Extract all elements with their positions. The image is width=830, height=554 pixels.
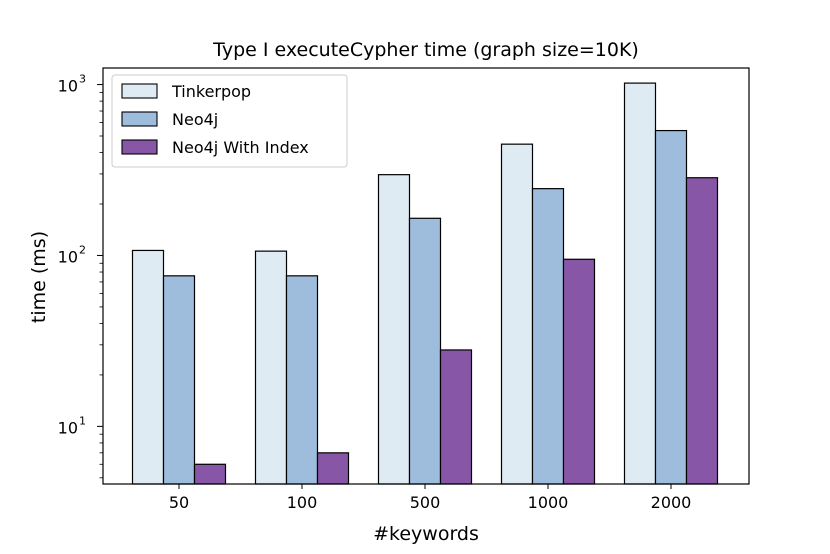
plot-frame: [102, 67, 750, 485]
y-tick-label-exponent: 2: [79, 243, 86, 256]
legend-label: Tinkerpop: [171, 82, 251, 101]
bar-neo4j-1000: [531, 188, 565, 485]
y-axis-label: time (ms): [28, 231, 50, 323]
bar-neo4j-with-index-50: [193, 463, 227, 485]
x-tick-label: 100: [287, 493, 318, 512]
x-tick-label: 50: [169, 493, 189, 512]
y-tick-label: 10: [58, 77, 78, 96]
legend-swatch: [121, 139, 158, 155]
bar-neo4j-with-index-2000: [685, 177, 719, 485]
bar-neo4j-with-index-1000: [562, 258, 596, 485]
legend-swatch: [121, 83, 158, 99]
bars-group: [131, 82, 719, 485]
bar-tinkerpop-100: [254, 250, 288, 485]
chart-title: Type I executeCypher time (graph size=10…: [212, 39, 639, 61]
x-tick-label: 1000: [528, 493, 569, 512]
bar-neo4j-50: [162, 275, 196, 485]
bar-neo4j-with-index-500: [439, 349, 473, 485]
bar-tinkerpop-50: [131, 249, 165, 485]
bar-tinkerpop-1000: [500, 143, 534, 485]
legend-frame: [111, 74, 348, 168]
x-tick-label: 2000: [651, 493, 692, 512]
y-tick-label: 10: [58, 418, 78, 437]
bar-neo4j-100: [285, 275, 319, 485]
y-tick-label: 10: [58, 247, 78, 266]
bar-neo4j-500: [408, 217, 442, 485]
bar-tinkerpop-2000: [623, 82, 657, 485]
x-axis-label: #keywords: [373, 523, 479, 545]
x-tick-label: 500: [410, 493, 441, 512]
legend-label: Neo4j: [172, 110, 218, 129]
y-tick-label-exponent: 3: [79, 73, 86, 86]
y-tick-label-exponent: 1: [79, 414, 86, 427]
bar-neo4j-2000: [654, 129, 688, 485]
bar-neo4j-with-index-100: [316, 452, 350, 485]
legend-swatch: [121, 111, 158, 127]
legend-label: Neo4j With Index: [172, 138, 309, 157]
bar-tinkerpop-500: [377, 174, 411, 485]
legend: Tinkerpop Neo4j Neo4j With Index: [111, 74, 348, 168]
